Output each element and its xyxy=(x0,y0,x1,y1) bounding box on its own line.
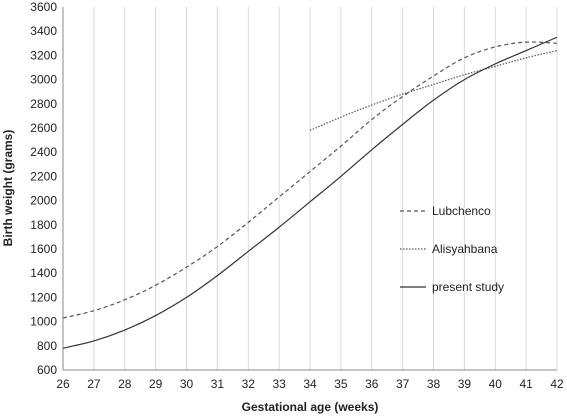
x-tick-label-31: 31 xyxy=(211,377,225,391)
y-tick-label-1600: 1600 xyxy=(30,242,57,256)
y-tick-label-3000: 3000 xyxy=(30,73,57,87)
y-tick-labels: 600 800 1000 1200 1400 1600 1800 2000 2200 2400 26… xyxy=(30,0,57,377)
series-line-alisyahbana xyxy=(309,49,558,131)
y-tick-label-1200: 1200 xyxy=(30,290,57,304)
x-tick-label-36: 36 xyxy=(365,377,379,391)
x-tick-label-34: 34 xyxy=(303,377,317,391)
y-tick-label-2800: 2800 xyxy=(30,97,57,111)
x-tick-label-27: 27 xyxy=(87,377,101,391)
axes xyxy=(62,7,557,371)
legend-label-alisyahbana: Alisyahbana xyxy=(432,242,498,256)
y-tick-label-1000: 1000 xyxy=(30,315,57,329)
x-tick-label-28: 28 xyxy=(118,377,132,391)
x-tick-label-42: 42 xyxy=(550,377,564,391)
y-tick-label-3200: 3200 xyxy=(30,48,57,62)
y-axis-title: Birth weight (grams) xyxy=(1,130,15,247)
x-tick-label-40: 40 xyxy=(489,377,503,391)
legend-label-present-study: present study xyxy=(432,280,504,294)
y-tick-label-600: 600 xyxy=(37,363,57,377)
y-tick-label-2200: 2200 xyxy=(30,169,57,183)
x-tick-label-32: 32 xyxy=(242,377,256,391)
x-tick-label-38: 38 xyxy=(427,377,441,391)
y-tick-label-2400: 2400 xyxy=(30,145,57,159)
x-tick-label-41: 41 xyxy=(519,377,533,391)
y-tick-label-800: 800 xyxy=(37,339,57,353)
y-tick-label-3400: 3400 xyxy=(30,24,57,38)
legend-label-lubchenco: Lubchenco xyxy=(432,204,491,218)
x-tick-label-33: 33 xyxy=(272,377,286,391)
y-tick-label-3600: 3600 xyxy=(30,0,57,14)
x-axis-title: Gestational age (weeks) xyxy=(242,400,379,414)
y-tick-label-2000: 2000 xyxy=(30,194,57,208)
x-tick-label-26: 26 xyxy=(56,377,70,391)
x-tick-label-29: 29 xyxy=(149,377,163,391)
x-tick-label-37: 37 xyxy=(396,377,410,391)
y-tick-label-2600: 2600 xyxy=(30,121,57,135)
series-line-lubchenco xyxy=(62,41,558,319)
grid-lines xyxy=(62,7,558,370)
legend: Lubchenco Alisyahbana present study xyxy=(400,204,504,294)
x-tick-label-30: 30 xyxy=(180,377,194,391)
x-tick-labels: 26 27 28 29 30 31 32 33 34 35 36 37 38 39 40 41 42 xyxy=(56,377,564,391)
y-tick-label-1400: 1400 xyxy=(30,266,57,280)
y-tick-label-1800: 1800 xyxy=(30,218,57,232)
x-tick-label-39: 39 xyxy=(458,377,472,391)
series-lines xyxy=(62,36,558,349)
x-tick-label-35: 35 xyxy=(334,377,348,391)
series-line-present-study xyxy=(62,36,558,349)
